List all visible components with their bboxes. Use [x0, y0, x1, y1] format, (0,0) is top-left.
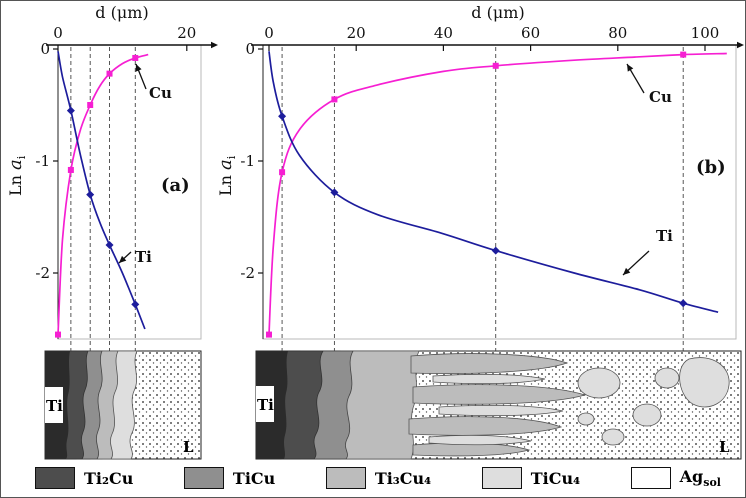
- legend: Ti₂Cu TiCu Ti₃Cu₄ TiCu₄ Agsol: [1, 461, 745, 495]
- ti-marker: [278, 112, 287, 121]
- ti-marker: [131, 300, 140, 309]
- y-axis-title: Ln ai: [215, 155, 238, 196]
- cu-marker: [331, 96, 338, 103]
- cu-curve: [57, 53, 149, 335]
- annotation-Cu: Cu: [149, 84, 172, 102]
- x-tick-label: 60: [521, 24, 540, 42]
- ticu4-lens: [438, 404, 564, 417]
- cu-marker: [492, 62, 499, 69]
- legend-swatch: [35, 467, 75, 489]
- legend-label: Ti₃Cu₄: [374, 468, 432, 488]
- legend-swatch: [325, 467, 366, 489]
- legend-label: TiCu₄: [530, 468, 581, 488]
- legend-swatch: [630, 467, 671, 489]
- plot-b: d (μm) 0 20 40 60 80 100 0 -1 -2 Ln ai Cu Ti (b): [215, 3, 744, 351]
- y-tick-label: -2: [240, 264, 255, 282]
- legend-label: Agsol: [679, 466, 721, 490]
- cu-marker: [132, 54, 139, 61]
- annotation-Ti: Ti: [135, 248, 152, 266]
- cu-marker: [55, 331, 61, 338]
- x-tick-label: 80: [608, 24, 627, 42]
- microstructure-b: Ti L: [255, 350, 742, 460]
- ti-label-notch: [45, 387, 63, 423]
- x-tick-label: 0: [264, 24, 274, 42]
- ti-label-notch: [256, 386, 274, 422]
- ti-marker: [491, 246, 500, 255]
- x-axis-title: d (μm): [471, 3, 524, 22]
- dendritic-base: [340, 350, 420, 460]
- x-axis-title: d (μm): [95, 3, 148, 22]
- legend-item-4: Agsol: [630, 466, 721, 490]
- legend-swatch: [481, 467, 522, 489]
- layer-ti2cu: [281, 350, 324, 460]
- legend-swatch: [183, 467, 224, 489]
- y-axis-title: Ln ai: [5, 155, 28, 196]
- cu-marker: [680, 51, 687, 58]
- legend-label: Ti₂Cu: [84, 468, 134, 488]
- annotation-a: (a): [161, 175, 190, 196]
- x-tick-label: 0: [53, 24, 63, 42]
- cu-marker: [279, 169, 286, 176]
- ti-marker: [679, 299, 688, 308]
- x-tick-label: 100: [691, 24, 720, 42]
- legend-item-2: Ti₃Cu₄: [325, 467, 432, 489]
- dendrite-finger: [412, 384, 587, 405]
- micro-a-l-label: L: [183, 438, 194, 456]
- cu-marker: [106, 70, 113, 77]
- legend-item-1: TiCu: [183, 467, 276, 489]
- y-tick-label: 0: [40, 40, 50, 58]
- detached-blob: [577, 367, 621, 399]
- ticu4-lens: [428, 434, 532, 446]
- legend-item-0: Ti₂Cu: [35, 467, 133, 489]
- x-tick-label: 20: [177, 24, 196, 42]
- micro-b-ti-label: Ti: [257, 396, 274, 414]
- y-tick-label: -1: [35, 152, 50, 170]
- ti-marker: [330, 188, 339, 197]
- microstructure-a: Ti L: [44, 350, 202, 460]
- cu-curve: [268, 52, 727, 335]
- y-tick-label: -2: [35, 264, 50, 282]
- annotation-b: (b): [696, 157, 726, 178]
- micro-b-l-label: L: [719, 438, 730, 456]
- detached-blob: [632, 403, 662, 427]
- figure-svg: Ti L: [5, 3, 744, 460]
- x-tick-label: 20: [347, 24, 366, 42]
- legend-label: TiCu: [232, 468, 276, 488]
- cu-marker: [87, 102, 94, 108]
- detached-blob: [679, 357, 730, 408]
- ticu4-lens: [432, 373, 546, 385]
- dendrite-finger: [410, 353, 569, 374]
- cu-marker: [266, 331, 272, 338]
- ti-marker: [66, 106, 75, 115]
- cu-marker: [67, 166, 74, 173]
- micro-a-ti-label: Ti: [46, 397, 63, 415]
- annotation-Cu: Cu: [649, 88, 672, 106]
- y-tick-label: 0: [245, 40, 255, 58]
- plot-a: d (μm) 0 20 0 -1 -2 Ln ai Cu Ti (a): [5, 3, 218, 351]
- y-tick-label: -1: [240, 152, 255, 170]
- legend-item-3: TiCu₄: [481, 467, 581, 489]
- x-tick-label: 40: [434, 24, 453, 42]
- detached-blob: [601, 428, 625, 446]
- ti-curve: [57, 51, 146, 330]
- ti-marker: [86, 190, 95, 199]
- detached-blob: [654, 367, 680, 389]
- annotation-Ti: Ti: [656, 227, 673, 245]
- detached-blob: [577, 412, 595, 426]
- ti-marker: [105, 241, 114, 249]
